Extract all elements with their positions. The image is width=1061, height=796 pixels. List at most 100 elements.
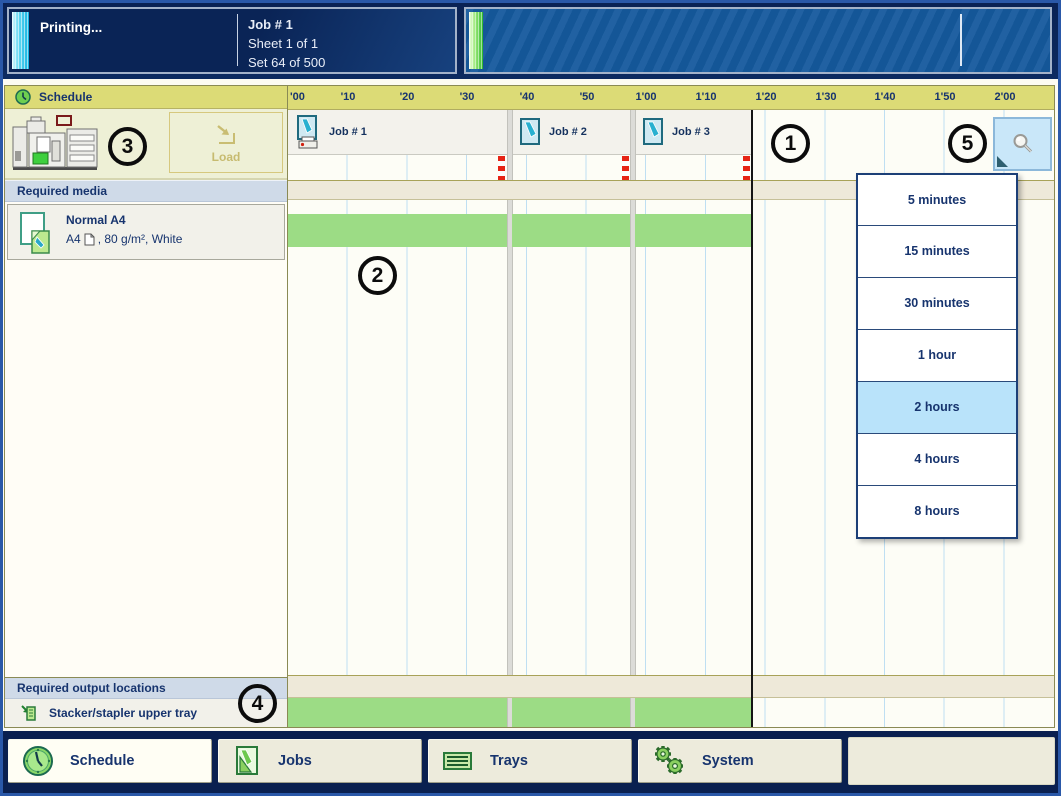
job-header-3[interactable]: Job # 3: [635, 110, 751, 155]
schedule-sidebar: Schedule: [4, 85, 288, 728]
printing-job-icon: [294, 115, 322, 149]
zoom-option-8-hours[interactable]: 8 hours: [858, 485, 1016, 537]
media-list-empty-area: [5, 260, 287, 677]
zoom-option-15-minutes[interactable]: 15 minutes: [858, 225, 1016, 277]
time-tick: 1'20: [755, 91, 777, 103]
time-tick: '40: [519, 91, 535, 103]
annotation-5-number: 5: [961, 131, 974, 155]
schedule-end-line: [751, 110, 753, 727]
schedule-panel-title: Schedule: [39, 90, 93, 104]
load-button-label: Load: [211, 149, 241, 164]
zoom-option-2-hours-selected[interactable]: 2 hours: [858, 381, 1016, 433]
required-media-header: Required media: [5, 180, 287, 202]
time-tick: '10: [340, 91, 356, 103]
zoom-option-30-minutes[interactable]: 30 minutes: [858, 277, 1016, 329]
main-tab-bar: Schedule Jobs Trays System: [3, 731, 1058, 793]
job-1-schedule-bar[interactable]: [288, 214, 507, 247]
job-document-icon: [518, 117, 542, 147]
job-separator: [630, 110, 636, 727]
job-end-marker: [622, 156, 629, 180]
annotation-circle-1: 1: [771, 124, 810, 163]
tab-system[interactable]: System: [638, 739, 842, 783]
tab-schedule[interactable]: Schedule: [8, 739, 212, 783]
time-tick: '00: [290, 91, 305, 103]
schedule-panel-header: Schedule: [5, 86, 287, 109]
schedule-timeline: '00 '10 '20 '30 '40 '50 1'00 1'10 1'20 1…: [287, 85, 1055, 728]
set-progress-text: Set 64 of 500: [248, 55, 326, 70]
time-tick: 1'40: [874, 91, 896, 103]
main-content: Schedule: [3, 79, 1058, 731]
magnifier-icon: [1011, 132, 1035, 156]
tab-jobs-label: Jobs: [278, 753, 312, 769]
printer-status-panel: Printing... Job # 1 Sheet 1 of 1 Set 64 …: [7, 7, 457, 74]
load-button[interactable]: Load: [169, 112, 283, 173]
annotation-4-number: 4: [251, 691, 264, 715]
zoom-option-1-hour[interactable]: 1 hour: [858, 329, 1016, 381]
jobs-document-icon: [232, 745, 262, 777]
timeline-time-header: '00 '10 '20 '30 '40 '50 1'00 1'10 1'20 1…: [288, 86, 1054, 110]
annotation-circle-3: 3: [108, 127, 147, 166]
media-detail-text: , 80 g/m², White: [97, 232, 183, 246]
required-output-title: Required output locations: [17, 681, 166, 695]
media-paper-icon: [18, 211, 56, 255]
progress-fill-stripe: [469, 12, 483, 69]
sheet-progress-text: Sheet 1 of 1: [248, 36, 319, 51]
time-tick: 1'00: [635, 91, 657, 103]
zoom-duration-menu: 5 minutes 15 minutes 30 minutes 1 hour 2…: [856, 173, 1018, 539]
time-tick: 1'30: [815, 91, 837, 103]
media-list-item[interactable]: Normal A4 A4 , 80 g/m², White: [7, 204, 285, 260]
time-tick: '30: [459, 91, 475, 103]
annotation-circle-2: 2: [358, 256, 397, 295]
current-job-title: Job # 1: [248, 17, 293, 32]
activity-indicator-stripe: [12, 12, 29, 69]
job-3-output-bar[interactable]: [635, 698, 751, 727]
trays-icon: [442, 749, 474, 773]
job-2-schedule-bar[interactable]: [512, 214, 630, 247]
status-divider: [237, 14, 238, 66]
annotation-2-number: 2: [371, 263, 384, 287]
time-tick: '20: [399, 91, 415, 103]
printer-section: 3 Load: [5, 109, 287, 180]
zoom-option-4-hours[interactable]: 4 hours: [858, 433, 1016, 485]
tab-schedule-label: Schedule: [70, 753, 135, 769]
job-header-1[interactable]: Job # 1: [288, 110, 507, 155]
job-end-marker: [498, 156, 505, 180]
job-separator: [507, 110, 513, 727]
job-progress-panel: [464, 7, 1052, 74]
job-3-label: Job # 3: [672, 126, 710, 138]
schedule-clock-icon: [22, 745, 54, 777]
media-name: Normal A4: [66, 213, 126, 227]
annotation-circle-4: 4: [238, 684, 277, 723]
timeline-zoom-button[interactable]: [993, 117, 1052, 171]
job-1-output-bar[interactable]: [288, 698, 507, 727]
load-arrow-icon: [213, 122, 239, 148]
job-1-label: Job # 1: [329, 126, 367, 138]
clock-icon: [15, 89, 31, 105]
zoom-option-5-minutes[interactable]: 5 minutes: [907, 193, 967, 207]
job-header-2[interactable]: Job # 2: [512, 110, 630, 155]
time-tick: '50: [579, 91, 595, 103]
annotation-1-number: 1: [784, 131, 797, 155]
tab-jobs[interactable]: Jobs: [218, 739, 422, 783]
job-end-marker: [743, 156, 750, 180]
job-document-icon: [641, 117, 665, 147]
printer-icon: [11, 115, 103, 173]
annotation-3-number: 3: [121, 134, 134, 158]
time-tick: 2'00: [994, 91, 1016, 103]
progress-marker: [960, 14, 962, 66]
tab-bar-filler: [848, 737, 1055, 785]
job-3-schedule-bar[interactable]: [635, 214, 751, 247]
media-specs: A4 , 80 g/m², White: [66, 232, 182, 246]
job-2-output-bar[interactable]: [512, 698, 630, 727]
status-bar: Printing... Job # 1 Sheet 1 of 1 Set 64 …: [3, 3, 1058, 79]
system-gears-icon: [652, 745, 686, 777]
timeline-band-bottom: [288, 675, 1054, 698]
job-2-label: Job # 2: [549, 126, 587, 138]
printer-state-text: Printing...: [40, 20, 103, 35]
annotation-circle-5: 5: [948, 124, 987, 163]
page-icon: [84, 233, 95, 246]
required-output-header: Required output locations: [5, 677, 287, 699]
tab-trays[interactable]: Trays: [428, 739, 632, 783]
output-location-label: Stacker/stapler upper tray: [49, 706, 198, 720]
